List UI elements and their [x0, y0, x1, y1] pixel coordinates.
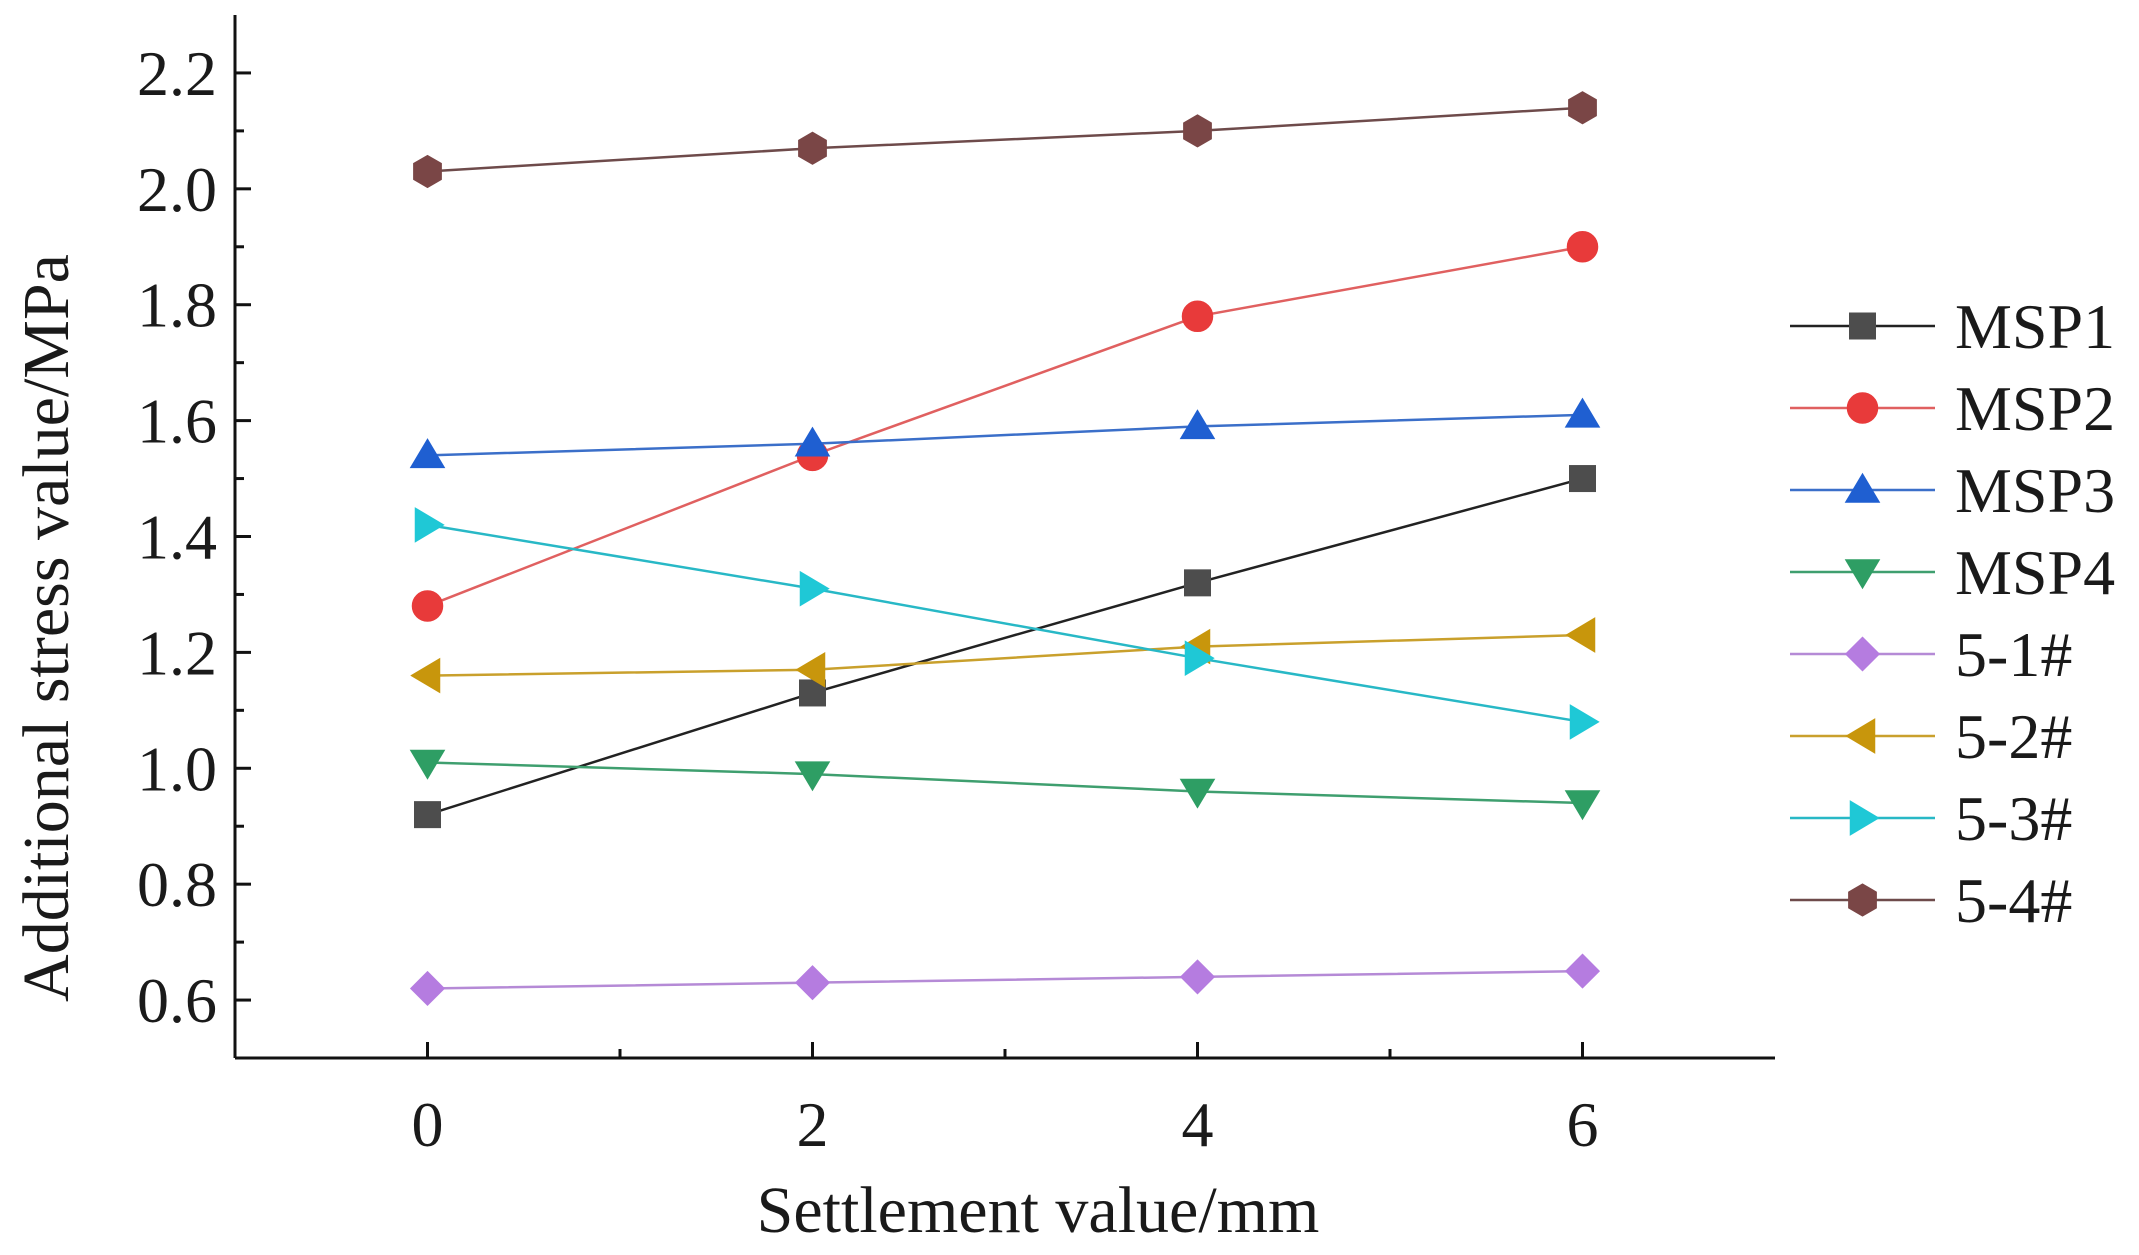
series-line	[427, 633, 1583, 677]
data-point	[795, 651, 826, 688]
legend-item: MSP2	[1790, 373, 2115, 444]
legend-label: MSP2	[1955, 373, 2115, 444]
series-line	[427, 523, 1583, 724]
data-point	[1569, 465, 1596, 493]
series-line	[427, 969, 1583, 990]
y-tick-label: 1.8	[137, 270, 217, 341]
series-MSP2	[411, 231, 1599, 622]
legend-marker	[1849, 312, 1876, 340]
series-line	[427, 413, 1583, 457]
axes	[233, 15, 1775, 1060]
legend-item: 5-3#	[1790, 783, 2072, 854]
data-point	[1564, 953, 1601, 989]
legend-marker	[1844, 559, 1881, 590]
data-point	[1183, 114, 1212, 148]
legend-marker	[1848, 883, 1877, 917]
series-MSP1	[414, 465, 1596, 829]
data-point	[414, 507, 445, 543]
legend-item: MSP3	[1790, 455, 2115, 526]
legend-label: MSP4	[1955, 537, 2115, 608]
data-point	[1179, 778, 1216, 809]
series-5-1#	[409, 953, 1601, 1007]
series-line	[427, 106, 1583, 173]
x-tick-label: 6	[1567, 1089, 1599, 1160]
y-tick-label: 1.2	[137, 617, 217, 688]
legend-label: 5-4#	[1955, 865, 2072, 936]
data-point	[1179, 959, 1216, 995]
data-point	[794, 965, 831, 1001]
y-tick-label: 1.6	[137, 386, 217, 457]
y-tick-label: 1.0	[137, 733, 217, 804]
legend-item: MSP1	[1790, 291, 2115, 362]
series-MSP3	[409, 397, 1601, 469]
series-line	[427, 477, 1583, 816]
y-tick-label: 0.8	[137, 849, 217, 920]
series-5-4#	[413, 91, 1597, 189]
legend-marker	[1846, 392, 1879, 424]
data-point	[798, 131, 827, 165]
legend-marker	[1849, 800, 1880, 836]
legend-item: 5-4#	[1790, 865, 2072, 936]
x-tick-label: 0	[412, 1089, 444, 1160]
data-point	[1184, 569, 1211, 597]
y-ticks: 0.6 0.8 1.0 1.2 1.4 1.6 1.8 2.0 2.2	[137, 38, 251, 1036]
series-line	[427, 761, 1583, 805]
legend-marker	[1844, 636, 1881, 672]
data-point	[1564, 397, 1601, 428]
x-axis-title: Settlement value/mm	[757, 1174, 1320, 1247]
data-point	[411, 590, 444, 622]
legend-label: 5-3#	[1955, 783, 2072, 854]
data-point	[1566, 231, 1599, 263]
data-point	[794, 761, 831, 792]
legend-label: 5-1#	[1955, 619, 2072, 690]
data-point	[409, 749, 446, 780]
legend-marker	[1845, 718, 1876, 754]
y-tick-label: 1.4	[137, 502, 217, 573]
legend-item: 5-2#	[1790, 701, 2072, 772]
series-layer	[409, 91, 1601, 1007]
legend-item: 5-1#	[1790, 619, 2072, 690]
legend-label: 5-2#	[1955, 701, 2072, 772]
legend: MSP1 MSP2 MSP3 MSP4 5-1# 5-2# 5-3# 5-4#	[1790, 291, 2115, 936]
series-5-3#	[414, 507, 1600, 740]
data-point	[1569, 704, 1600, 740]
legend-label: MSP3	[1955, 455, 2115, 526]
data-point	[410, 657, 441, 694]
data-point	[413, 154, 442, 189]
data-point	[1179, 409, 1216, 440]
legend-label: MSP1	[1955, 291, 2115, 362]
data-point	[1181, 300, 1214, 333]
y-tick-label: 0.6	[137, 965, 217, 1036]
x-ticks: 0 2 4 6	[412, 1042, 1599, 1160]
x-tick-label: 4	[1182, 1089, 1214, 1160]
data-point	[794, 426, 831, 457]
series-line	[427, 245, 1583, 608]
data-point	[1568, 91, 1597, 125]
data-point	[1184, 640, 1215, 677]
y-axis-title: Additional stress value/MPa	[10, 254, 83, 1002]
series-5-2#	[410, 617, 1596, 694]
data-point	[409, 970, 446, 1007]
data-point	[414, 801, 441, 829]
data-point	[1564, 790, 1601, 821]
data-point	[799, 679, 826, 707]
legend-item: MSP4	[1790, 537, 2115, 608]
x-tick-label: 2	[797, 1089, 829, 1160]
series-MSP4	[409, 749, 1601, 821]
y-tick-label: 2.2	[137, 38, 217, 109]
y-tick-label: 2.0	[137, 154, 217, 225]
legend-marker	[1844, 472, 1881, 503]
data-point	[799, 570, 830, 607]
data-point	[409, 438, 446, 469]
data-point	[1565, 617, 1596, 653]
